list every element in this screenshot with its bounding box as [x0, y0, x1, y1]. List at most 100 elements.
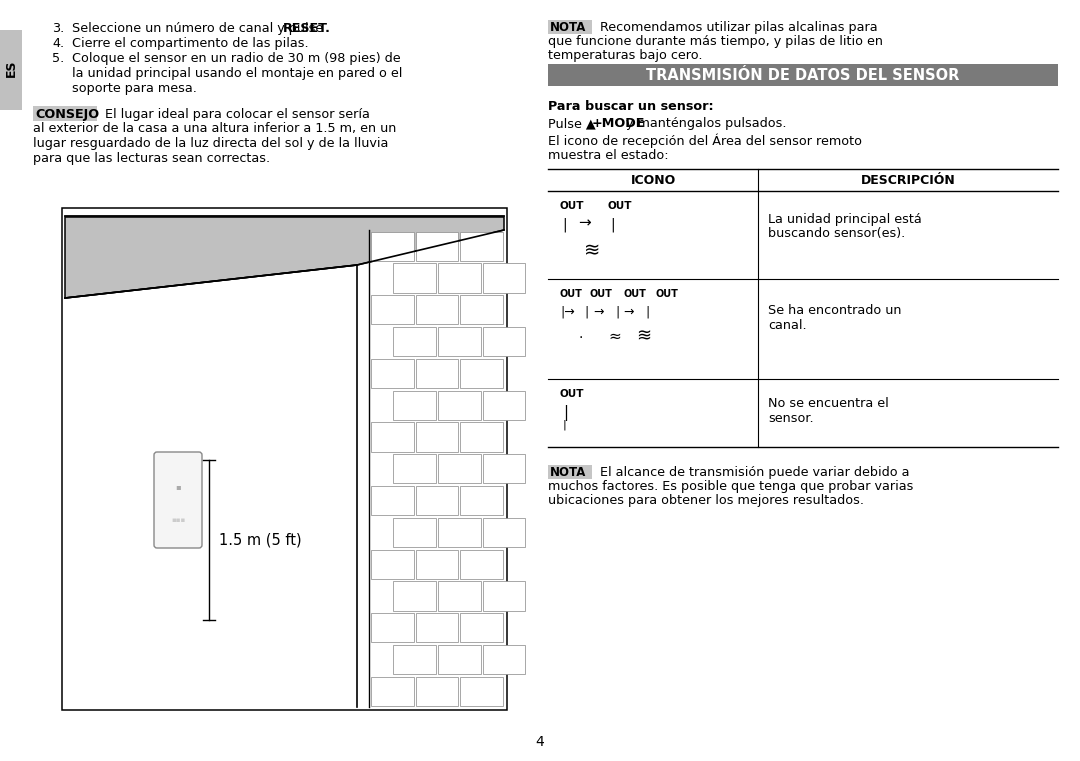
Text: Cierre el compartimento de las pilas.: Cierre el compartimento de las pilas. — [72, 37, 309, 50]
Text: La unidad principal está: La unidad principal está — [768, 213, 921, 226]
Text: sensor.: sensor. — [768, 412, 813, 425]
Bar — [393, 390, 436, 420]
Bar — [372, 549, 414, 579]
Text: →: → — [623, 306, 634, 319]
Text: El alcance de transmisión puede variar debido a: El alcance de transmisión puede variar d… — [600, 466, 909, 479]
Bar — [483, 454, 525, 483]
Text: OUT: OUT — [608, 201, 633, 211]
Text: soporte para mesa.: soporte para mesa. — [72, 82, 197, 95]
Text: ubicaciones para obtener los mejores resultados.: ubicaciones para obtener los mejores res… — [548, 494, 864, 507]
Text: |: | — [610, 217, 615, 231]
Text: |: | — [562, 217, 567, 231]
Text: |: | — [563, 419, 567, 429]
Bar — [438, 581, 481, 610]
Bar — [483, 517, 525, 547]
Bar — [372, 677, 414, 706]
Bar — [393, 454, 436, 483]
Text: El lugar ideal para colocar el sensor sería: El lugar ideal para colocar el sensor se… — [105, 108, 369, 121]
Text: CONSEJO: CONSEJO — [35, 108, 99, 121]
Bar — [393, 263, 436, 292]
Text: temperaturas bajo cero.: temperaturas bajo cero. — [548, 49, 702, 62]
Bar — [548, 465, 592, 479]
Bar — [438, 390, 481, 420]
Text: muestra el estado:: muestra el estado: — [548, 149, 669, 162]
Bar — [416, 486, 458, 515]
Text: ≋: ≋ — [584, 241, 600, 260]
Text: NOTA: NOTA — [550, 466, 586, 479]
Bar — [372, 231, 414, 261]
Bar — [483, 581, 525, 610]
Text: para que las lecturas sean correctas.: para que las lecturas sean correctas. — [33, 152, 270, 165]
Bar — [393, 581, 436, 610]
Text: canal.: canal. — [768, 319, 807, 332]
Bar — [460, 549, 503, 579]
Bar — [372, 422, 414, 451]
Text: Se ha encontrado un: Se ha encontrado un — [768, 304, 902, 317]
Text: Seleccione un número de canal y pulse: Seleccione un número de canal y pulse — [72, 22, 327, 35]
Text: Coloque el sensor en un radio de 30 m (98 pies) de: Coloque el sensor en un radio de 30 m (9… — [72, 52, 401, 65]
Bar — [460, 358, 503, 388]
Text: NOTA: NOTA — [550, 21, 586, 34]
Bar — [438, 327, 481, 356]
Bar — [438, 517, 481, 547]
Bar — [372, 613, 414, 642]
Bar — [372, 486, 414, 515]
Bar — [438, 454, 481, 483]
Text: |: | — [563, 405, 568, 421]
Bar — [62, 208, 507, 710]
Text: 5.: 5. — [52, 52, 64, 65]
Polygon shape — [65, 217, 504, 298]
Bar — [438, 645, 481, 674]
Text: OUT: OUT — [623, 289, 646, 299]
Text: →: → — [578, 215, 591, 230]
Text: OUT: OUT — [561, 201, 584, 211]
Bar — [483, 327, 525, 356]
Text: 4: 4 — [536, 735, 544, 749]
Text: 3.: 3. — [52, 22, 64, 35]
FancyBboxPatch shape — [154, 452, 202, 548]
Bar — [372, 358, 414, 388]
Text: buscando sensor(es).: buscando sensor(es). — [768, 227, 905, 240]
Text: Para buscar un sensor:: Para buscar un sensor: — [548, 100, 714, 113]
Text: ▪: ▪ — [175, 482, 180, 491]
Bar — [460, 231, 503, 261]
Bar — [548, 64, 1058, 86]
Text: y manténgalos pulsados.: y manténgalos pulsados. — [622, 117, 786, 130]
Text: ·: · — [578, 331, 582, 345]
Text: →: → — [593, 306, 604, 319]
Text: DESCRIPCIÓN: DESCRIPCIÓN — [861, 174, 956, 186]
Bar — [548, 20, 592, 34]
Bar — [460, 295, 503, 324]
Bar — [460, 486, 503, 515]
Text: muchos factores. Es posible que tenga que probar varias: muchos factores. Es posible que tenga qu… — [548, 480, 914, 493]
Text: ≋: ≋ — [636, 327, 651, 345]
Bar — [33, 106, 97, 121]
Text: ICONO: ICONO — [631, 174, 676, 186]
Text: 1.5 m (5 ft): 1.5 m (5 ft) — [219, 533, 301, 547]
Bar — [416, 231, 458, 261]
Bar — [416, 358, 458, 388]
Text: |: | — [584, 306, 589, 319]
Text: TRANSMISIÓN DE DATOS DEL SENSOR: TRANSMISIÓN DE DATOS DEL SENSOR — [646, 68, 960, 82]
Text: ▪▪▪: ▪▪▪ — [171, 517, 185, 523]
Text: |: | — [615, 306, 619, 319]
Text: OUT: OUT — [590, 289, 612, 299]
Text: 4.: 4. — [52, 37, 64, 50]
Text: |: | — [645, 306, 649, 319]
Bar — [483, 645, 525, 674]
Bar — [416, 613, 458, 642]
Text: No se encuentra el: No se encuentra el — [768, 397, 889, 410]
Bar — [460, 613, 503, 642]
Bar — [460, 677, 503, 706]
Bar — [460, 422, 503, 451]
Text: +MODE: +MODE — [591, 117, 645, 130]
Text: Pulse ▲: Pulse ▲ — [548, 117, 599, 130]
Text: OUT: OUT — [561, 389, 584, 399]
Text: al exterior de la casa a una altura inferior a 1.5 m, en un: al exterior de la casa a una altura infe… — [33, 122, 396, 135]
Bar — [483, 390, 525, 420]
Bar — [393, 517, 436, 547]
Bar — [483, 263, 525, 292]
Text: |→: |→ — [561, 306, 575, 319]
Text: El icono de recepción del Área del sensor remoto: El icono de recepción del Área del senso… — [548, 134, 862, 148]
Text: ES: ES — [4, 59, 17, 77]
